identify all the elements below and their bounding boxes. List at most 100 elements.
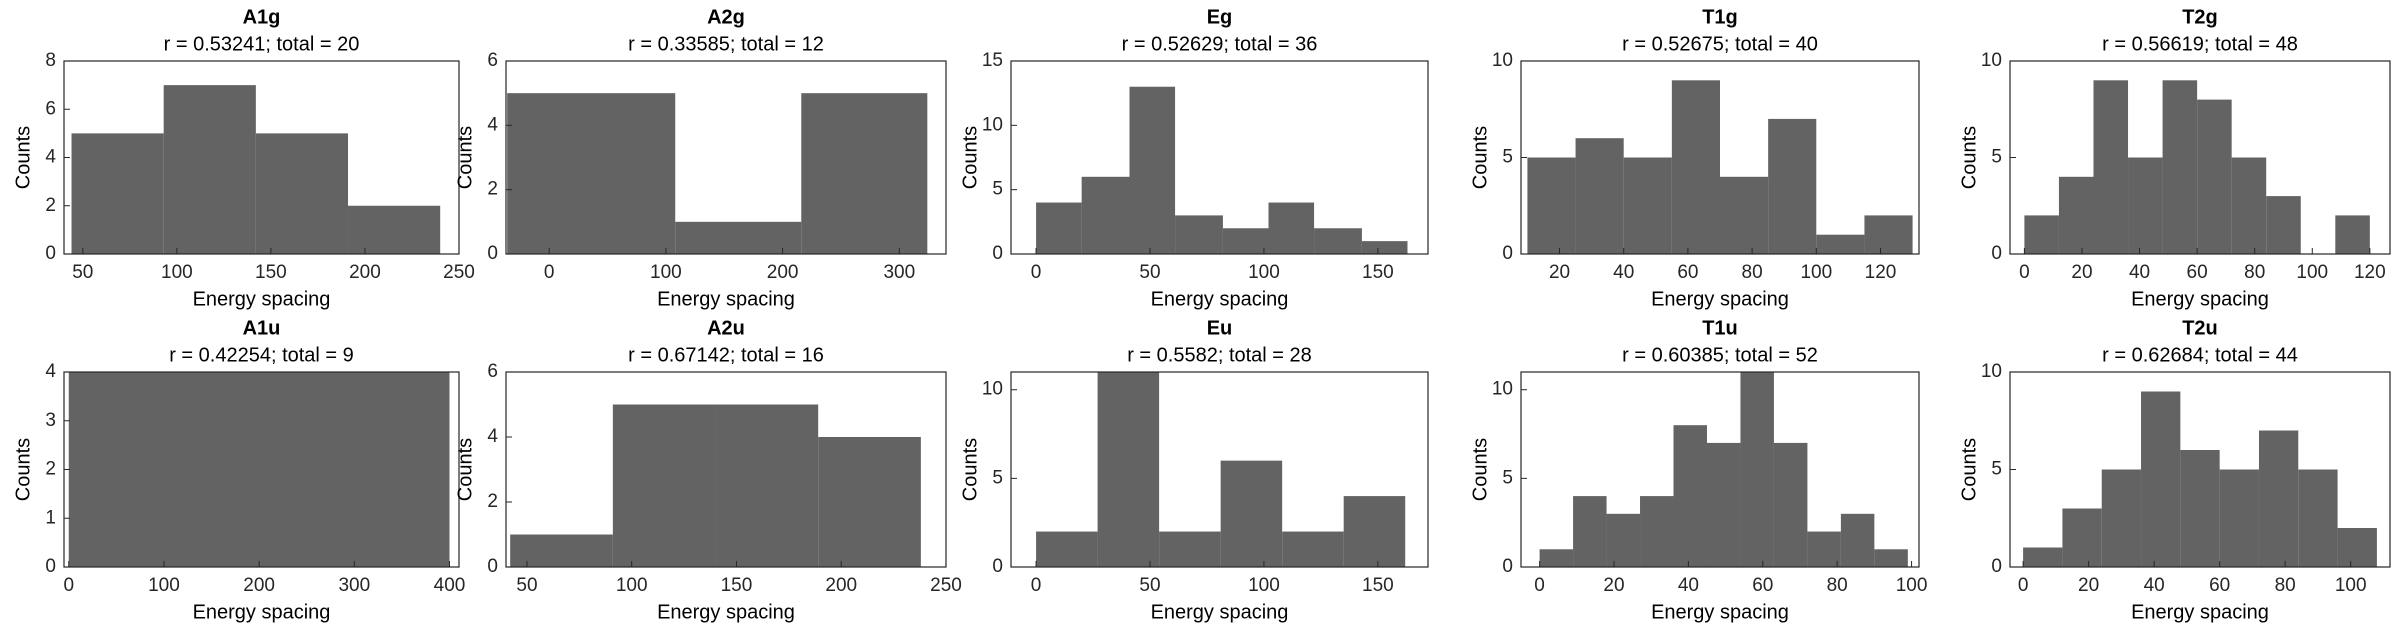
bar: [2337, 528, 2377, 567]
y-tick-label: 0: [45, 243, 56, 264]
x-axis-label: Energy spacing: [1151, 288, 1289, 310]
y-tick-label: 10: [982, 114, 1003, 135]
bar: [1606, 513, 1641, 567]
bar: [2219, 469, 2259, 567]
x-tick-label: 80: [2244, 262, 2265, 283]
bar: [1361, 241, 1408, 254]
subtitle: r = 0.56619; total = 48: [2102, 33, 2298, 55]
x-tick-label: 100: [1248, 262, 1280, 283]
bar: [348, 205, 441, 254]
bar: [1640, 496, 1674, 567]
bar: [1268, 202, 1315, 254]
x-tick-label: 50: [1139, 262, 1160, 283]
x-tick-label: 120: [1865, 262, 1897, 283]
y-axis-label: Counts: [12, 438, 34, 501]
y-tick-label: 0: [1991, 556, 2002, 577]
x-tick-label: 300: [883, 262, 915, 283]
x-axis-label: Energy spacing: [193, 601, 331, 623]
x-axis-label: Energy spacing: [657, 601, 795, 623]
y-tick-label: 5: [992, 467, 1003, 488]
subtitle: r = 0.62684; total = 44: [2102, 344, 2298, 366]
x-tick-label: 0: [2019, 262, 2030, 283]
bar: [68, 372, 450, 567]
bar: [1129, 86, 1176, 254]
bar: [1575, 138, 1624, 254]
bar: [510, 534, 613, 567]
y-axis-label: Counts: [1958, 126, 1980, 189]
bar: [1282, 531, 1344, 567]
y-tick-label: 0: [1502, 243, 1513, 264]
x-tick-label: 200: [349, 262, 381, 283]
bar: [1840, 513, 1875, 567]
x-tick-label: 0: [2018, 575, 2029, 596]
y-tick-label: 10: [1492, 379, 1513, 400]
x-tick-label: 40: [1678, 575, 1699, 596]
y-axis-label: Counts: [1469, 126, 1491, 189]
y-axis-label: Counts: [454, 126, 476, 189]
title: A1u: [243, 317, 281, 339]
y-tick-label: 0: [1502, 556, 1513, 577]
y-tick-label: 4: [45, 147, 56, 168]
subtitle: r = 0.42254; total = 9: [169, 344, 354, 366]
y-tick-label: 0: [992, 556, 1003, 577]
x-tick-label: 40: [2129, 262, 2150, 283]
x-axis-label: Energy spacing: [1651, 288, 1789, 310]
x-tick-label: 100: [1800, 262, 1832, 283]
x-tick-label: 250: [930, 575, 962, 596]
x-tick-label: 200: [243, 575, 275, 596]
bar: [255, 133, 349, 254]
subtitle: r = 0.67142; total = 16: [628, 344, 824, 366]
y-axis-label: Counts: [959, 438, 981, 501]
y-tick-label: 2: [45, 459, 56, 480]
y-tick-label: 6: [487, 50, 498, 71]
axes-box: [1010, 60, 1429, 255]
x-tick-label: 0: [544, 262, 555, 283]
x-tick-label: 50: [72, 262, 93, 283]
y-tick-label: 10: [1981, 50, 2002, 71]
bar: [507, 93, 676, 255]
bar: [1539, 549, 1574, 567]
bar: [1220, 460, 1283, 567]
subtitle: r = 0.60385; total = 52: [1622, 344, 1818, 366]
bar: [1314, 228, 1362, 254]
bar: [2024, 215, 2059, 254]
y-tick-label: 5: [1991, 147, 2002, 168]
bar: [2023, 547, 2063, 567]
y-tick-label: 6: [487, 361, 498, 382]
y-tick-label: 10: [1492, 50, 1513, 71]
x-tick-label: 0: [63, 575, 74, 596]
y-tick-label: 15: [982, 50, 1003, 71]
bar: [1175, 215, 1223, 254]
x-tick-label: 150: [1362, 575, 1394, 596]
y-tick-label: 8: [45, 50, 56, 71]
x-tick-label: 50: [516, 575, 537, 596]
bar: [2093, 80, 2129, 254]
y-tick-label: 5: [992, 179, 1003, 200]
bar: [2162, 80, 2198, 254]
y-tick-label: 10: [1981, 361, 2002, 382]
x-tick-label: 20: [1549, 262, 1570, 283]
title: Eu: [1207, 317, 1233, 339]
y-tick-label: 1: [45, 507, 56, 528]
bar: [1807, 531, 1841, 567]
x-tick-label: 100: [616, 575, 648, 596]
bar: [818, 437, 921, 567]
bar: [2101, 469, 2142, 567]
y-tick-label: 0: [45, 556, 56, 577]
title: T2u: [2182, 317, 2218, 339]
y-tick-label: 5: [1502, 467, 1513, 488]
x-axis-label: Energy spacing: [1151, 601, 1289, 623]
bar: [1081, 176, 1130, 254]
x-tick-label: 20: [2071, 262, 2092, 283]
subtitle: r = 0.53241; total = 20: [164, 33, 360, 55]
x-tick-label: 200: [767, 262, 799, 283]
bar: [1036, 531, 1098, 567]
bar: [2231, 157, 2267, 254]
x-tick-label: 20: [2078, 575, 2099, 596]
x-tick-label: 0: [1534, 575, 1545, 596]
bar: [2062, 508, 2102, 567]
x-tick-label: 0: [1031, 575, 1042, 596]
axes-box: [505, 371, 947, 568]
y-tick-label: 3: [45, 410, 56, 431]
y-tick-label: 6: [45, 98, 56, 119]
